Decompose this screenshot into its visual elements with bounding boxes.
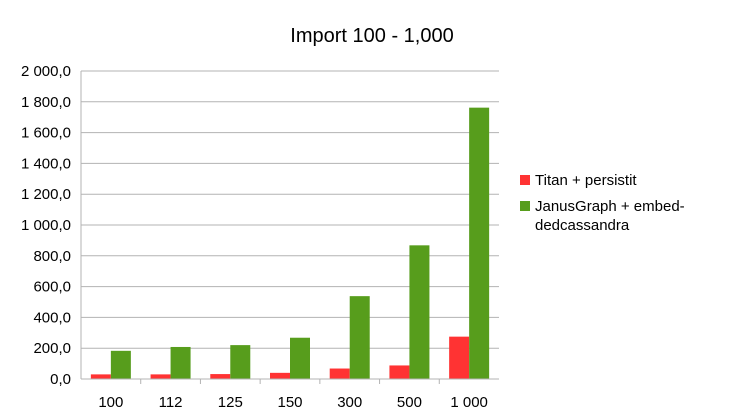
bar-janusgraph xyxy=(170,346,191,379)
x-tick-label: 300 xyxy=(337,394,362,411)
y-tick-label: 1 200,0 xyxy=(21,186,71,203)
y-tick-label: 1 000,0 xyxy=(21,217,71,234)
bar-titan xyxy=(270,372,290,379)
y-tick-labels: 0,0 200,0 400,0 600,0 800,0 1 000,0 1 200,0 1 4… xyxy=(21,63,71,388)
bar-titan xyxy=(150,374,171,379)
x-tick-label: 1 000 xyxy=(450,394,488,411)
y-tick-label: 800,0 xyxy=(33,248,71,265)
bar-janusgraph xyxy=(409,245,430,379)
y-tick-label: 600,0 xyxy=(33,279,71,296)
bar-titan xyxy=(210,374,231,379)
bar-titan xyxy=(449,336,470,379)
grid xyxy=(81,70,499,380)
bar-titan xyxy=(389,365,410,379)
x-tick-label: 150 xyxy=(277,394,302,411)
bar-janusgraph xyxy=(349,296,370,379)
legend-label: Titan + persistit xyxy=(535,172,637,189)
legend-swatch xyxy=(520,201,530,211)
bar-janusgraph xyxy=(290,337,310,379)
legend-swatch xyxy=(520,175,530,185)
x-tick-label: 500 xyxy=(397,394,422,411)
bar-janusgraph xyxy=(110,350,131,379)
y-tick-label: 200,0 xyxy=(33,340,71,357)
chart-title: Import 100 - 1,000 xyxy=(290,25,453,47)
bar-janusgraph xyxy=(469,107,490,379)
x-tick-labels: 100 112 125 150 300 500 1 000 xyxy=(98,394,488,411)
x-tick-label: 125 xyxy=(218,394,243,411)
y-tick-label: 2 000,0 xyxy=(21,63,71,80)
bar-titan xyxy=(329,368,350,379)
y-tick-label: 1 600,0 xyxy=(21,125,71,142)
axes xyxy=(80,71,499,384)
y-tick-label: 1 400,0 xyxy=(21,155,71,172)
legend: Titan + persistit JanusGraph + embed-dedc… xyxy=(520,172,685,234)
y-tick-label: 400,0 xyxy=(33,309,71,326)
legend-label: JanusGraph + embed-dedcassandra xyxy=(535,198,685,234)
bar-janusgraph xyxy=(230,345,251,379)
x-tick-label: 100 xyxy=(98,394,123,411)
x-tick-label: 112 xyxy=(159,394,183,411)
y-tick-label: 1 800,0 xyxy=(21,94,71,111)
y-tick-label: 0,0 xyxy=(50,371,71,388)
bar-titan xyxy=(90,374,111,379)
bars xyxy=(90,107,490,379)
